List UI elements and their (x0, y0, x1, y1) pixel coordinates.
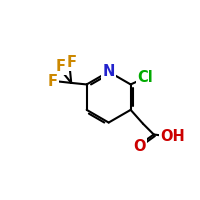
Text: OH: OH (161, 129, 185, 144)
Text: N: N (102, 64, 115, 79)
Text: O: O (134, 139, 146, 154)
Text: F: F (48, 74, 58, 89)
Text: F: F (55, 59, 65, 74)
Text: F: F (67, 55, 77, 70)
Text: Cl: Cl (137, 70, 153, 85)
